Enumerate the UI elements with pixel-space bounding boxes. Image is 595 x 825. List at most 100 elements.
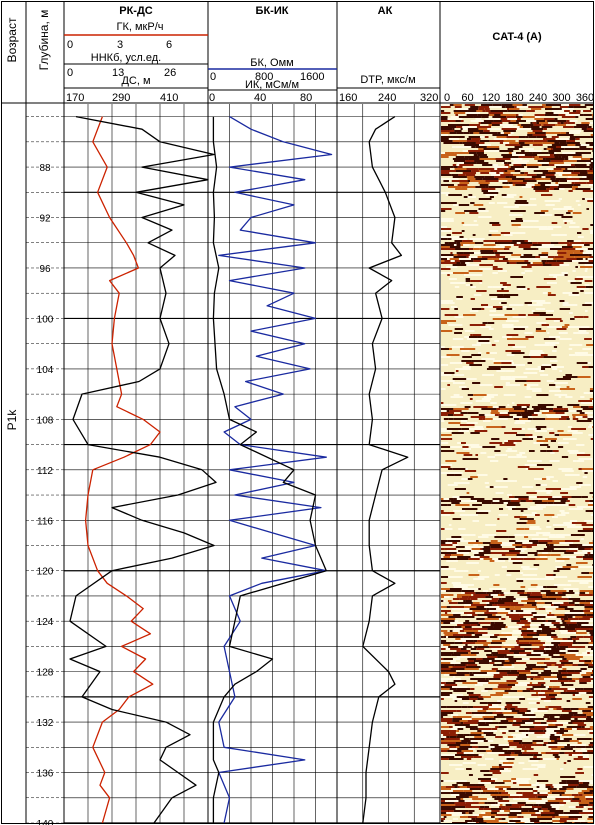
cat-texture [575,616,583,618]
cat-texture [461,360,472,362]
cat-texture [570,568,576,570]
cat-texture [572,600,586,602]
cat-texture [505,626,508,628]
cat-texture [530,122,533,124]
cat-texture [477,680,489,682]
cat-texture [500,376,506,378]
cat-texture [513,610,516,612]
cat-texture [441,450,455,452]
cat-texture [461,222,465,224]
cat-texture [516,554,528,556]
cat-texture [590,648,593,650]
cat-texture [463,252,474,254]
cat-texture [524,822,535,823]
cat-texture [545,176,556,178]
cat-texture [461,420,468,422]
cat-texture [546,492,551,494]
cat-texture [579,594,593,596]
cat-texture [557,134,561,136]
cat-texture [495,590,502,592]
cat-texture [564,822,573,823]
cat-texture [500,626,506,628]
cat-texture [521,810,529,812]
cat-texture [590,158,593,160]
cat-texture [509,168,515,170]
cat-texture [523,372,538,374]
cat-texture [569,544,583,546]
cat-texture [466,138,472,140]
cat-texture [469,364,482,366]
cat-texture [490,812,497,814]
cat-texture [501,194,507,196]
cat-texture [583,558,593,560]
cat-texture [509,550,521,552]
cat-texture [566,132,570,134]
cat-texture [492,712,503,714]
cat-texture [491,598,499,600]
cat-texture [539,556,547,558]
cat-texture [499,500,511,502]
cat-texture [454,168,467,170]
cat-texture [535,308,542,310]
cat-texture [564,274,568,276]
cat-texture [483,546,491,548]
cat-texture [480,770,490,772]
cat-texture [586,176,593,178]
cat-texture [569,242,585,244]
cat-texture [501,608,506,610]
cat-texture [590,548,593,550]
cat-texture [496,418,508,420]
cat-texture [513,164,522,166]
cat-texture [568,508,583,510]
cat-texture [455,212,465,214]
cat-texture [571,678,576,680]
cat-texture [498,818,502,820]
cat-texture [503,206,519,208]
cat-texture [505,370,515,372]
cat-texture [535,608,540,610]
cat-texture [496,796,501,798]
cat-texture [581,674,591,676]
cat-texture [456,752,464,754]
cat-texture [540,408,554,410]
cat-texture [478,786,486,788]
cat-texture [497,686,512,688]
cat-texture [492,124,500,126]
cat-texture [560,640,574,642]
cat-texture [521,816,524,818]
cat-texture [484,414,495,416]
cat-texture [499,444,516,446]
cat-texture [488,328,494,330]
cat-texture [449,746,457,748]
cat-texture [491,766,499,768]
cat-texture [583,806,586,808]
cat-texture [450,648,461,650]
cat-texture [512,632,522,634]
cat-texture [531,652,544,654]
cat-texture [585,250,591,252]
cat-texture [553,258,567,260]
cat-texture [491,652,499,654]
cat-texture [520,242,533,244]
series-line-DTP [362,116,409,824]
cat-texture [534,156,539,158]
cat-texture [456,244,461,246]
cat-texture [508,134,512,136]
cat-texture [545,616,557,618]
cat-texture [457,786,460,788]
cat-texture [441,168,450,170]
cat-texture [586,344,593,346]
cat-texture [474,426,483,428]
cat-texture [497,604,511,606]
cat-texture [575,116,579,118]
cat-texture [449,688,457,690]
cat-texture [456,736,466,738]
cat-texture [573,126,588,128]
cat-texture [544,678,559,680]
cat-texture [486,368,501,370]
cat-texture [448,576,463,578]
cat-texture [547,146,556,148]
cat-texture [574,718,578,720]
cat-texture [530,710,538,712]
cat-texture [591,660,593,662]
